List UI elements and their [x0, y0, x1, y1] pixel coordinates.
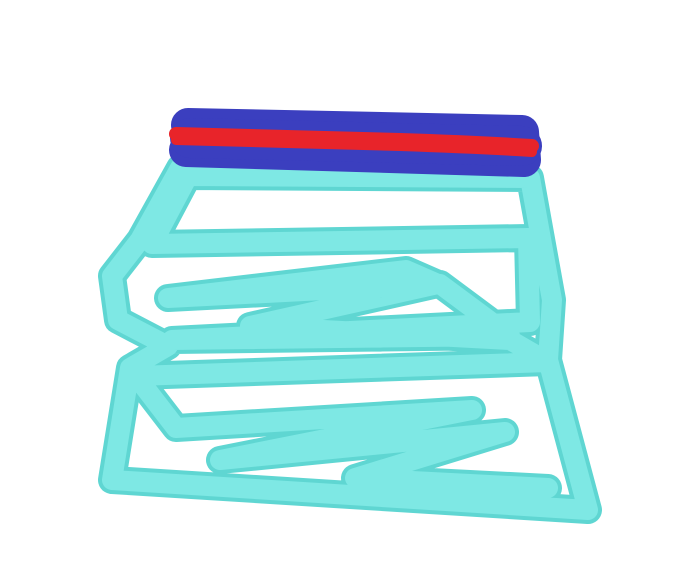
red-band-stroke: [169, 127, 539, 153]
red-band-highlight: [171, 135, 537, 157]
cyan-zigzag-stroke: [102, 158, 598, 520]
